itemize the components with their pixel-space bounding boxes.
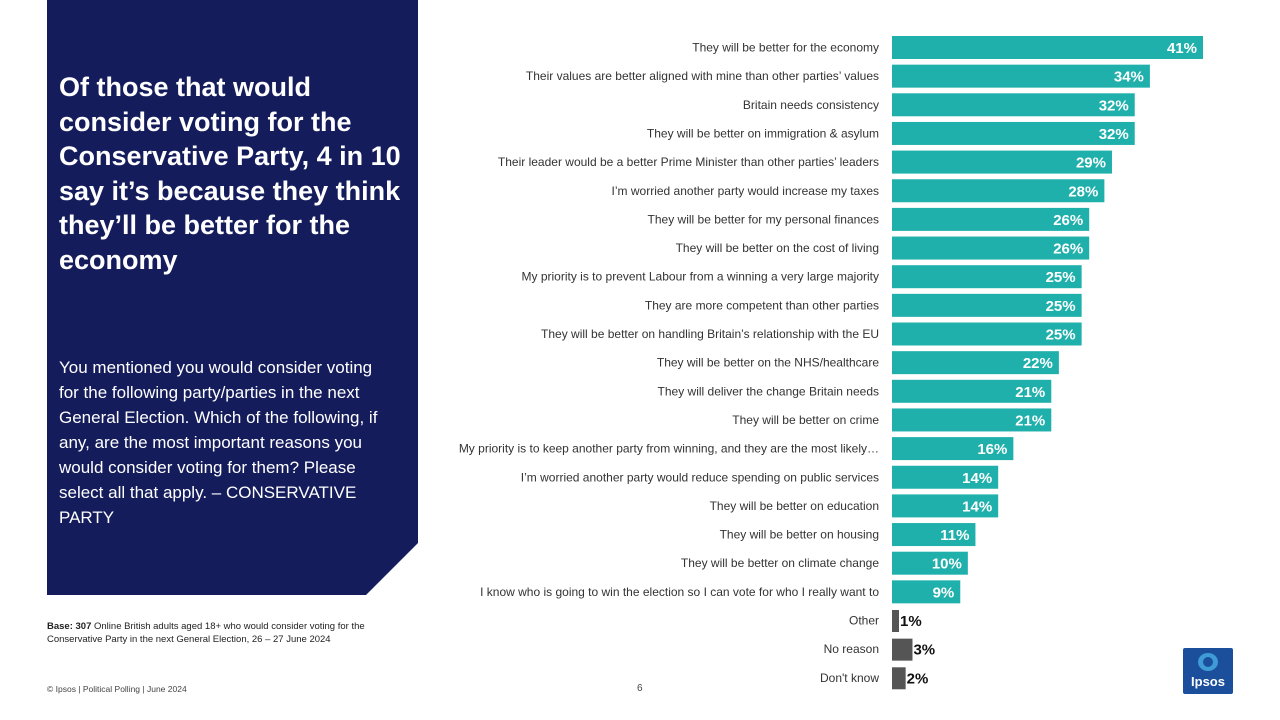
bar bbox=[892, 93, 1135, 117]
value-label: 21% bbox=[1015, 412, 1045, 429]
bar bbox=[892, 236, 1090, 260]
bar bbox=[892, 265, 1082, 289]
logo-mark-icon bbox=[1198, 653, 1218, 671]
survey-question: You mentioned you would consider voting … bbox=[59, 358, 378, 527]
value-label: 14% bbox=[962, 498, 992, 515]
value-label: 2% bbox=[907, 670, 929, 687]
bar bbox=[892, 580, 961, 604]
bar bbox=[892, 523, 976, 547]
bar bbox=[892, 322, 1082, 346]
bar bbox=[892, 494, 999, 518]
value-label: 26% bbox=[1053, 212, 1083, 229]
value-label: 25% bbox=[1046, 269, 1076, 286]
category-label: They will be better on crime bbox=[732, 413, 879, 427]
ipsos-logo: Ipsos bbox=[1183, 648, 1233, 694]
category-label: They will be better for my personal fina… bbox=[648, 212, 879, 226]
category-label: No reason bbox=[824, 642, 879, 656]
value-label: 1% bbox=[900, 613, 922, 630]
bar bbox=[892, 207, 1090, 231]
value-label: 22% bbox=[1023, 355, 1053, 372]
bar bbox=[892, 667, 906, 690]
category-label: They will be better on housing bbox=[720, 528, 879, 542]
category-label: Britain needs consistency bbox=[743, 98, 879, 112]
value-label: 28% bbox=[1068, 183, 1098, 200]
bar bbox=[892, 351, 1059, 375]
value-label: 11% bbox=[940, 527, 969, 544]
bar bbox=[892, 179, 1105, 203]
bar bbox=[892, 36, 1203, 59]
category-label: Don't know bbox=[820, 671, 879, 685]
bar bbox=[892, 465, 999, 489]
value-label: 16% bbox=[977, 441, 1007, 458]
value-label: 3% bbox=[913, 642, 935, 659]
bar bbox=[892, 610, 899, 632]
bar bbox=[892, 121, 1135, 145]
category-label: I know who is going to win the election … bbox=[480, 585, 879, 599]
base-text: Online British adults aged 18+ who would… bbox=[47, 621, 365, 645]
value-label: 25% bbox=[1046, 298, 1076, 315]
category-label: Other bbox=[849, 614, 879, 628]
base-label: Base: 307 bbox=[47, 621, 92, 632]
value-label: 34% bbox=[1114, 69, 1144, 86]
value-label: 10% bbox=[932, 556, 962, 573]
value-label: 14% bbox=[962, 470, 992, 487]
title-panel: Of those that would consider voting for … bbox=[47, 0, 418, 595]
category-label: I’m worried another party would reduce s… bbox=[521, 470, 879, 484]
category-label: They will be better on handling Britain’… bbox=[541, 327, 879, 341]
value-label: 29% bbox=[1076, 155, 1106, 172]
category-label: They will be better on the NHS/healthcar… bbox=[657, 356, 879, 370]
category-label: I’m worried another party would increase… bbox=[612, 184, 879, 198]
value-label: 32% bbox=[1099, 97, 1129, 114]
value-label: 26% bbox=[1053, 241, 1083, 258]
bar bbox=[892, 551, 968, 575]
bar bbox=[892, 64, 1150, 88]
value-label: 9% bbox=[933, 584, 955, 601]
category-label: They will be better for the economy bbox=[692, 41, 879, 55]
bar bbox=[892, 379, 1052, 403]
headline: Of those that would consider voting for … bbox=[59, 72, 401, 275]
page-number: 6 bbox=[637, 683, 643, 694]
bar bbox=[892, 150, 1112, 174]
value-label: 21% bbox=[1015, 384, 1045, 401]
base-note: Base: 307 Online British adults aged 18+… bbox=[47, 620, 387, 646]
value-label: 25% bbox=[1046, 327, 1076, 344]
category-label: Their leader would be a better Prime Min… bbox=[498, 155, 879, 169]
bar bbox=[892, 408, 1052, 432]
bar bbox=[892, 437, 1014, 461]
category-label: Their values are better aligned with min… bbox=[526, 69, 879, 83]
value-label: 41% bbox=[1167, 40, 1197, 57]
category-label: They will be better on education bbox=[710, 499, 879, 513]
category-label: They are more competent than other parti… bbox=[645, 298, 879, 312]
value-label: 32% bbox=[1099, 126, 1129, 143]
category-label: They will be better on the cost of livin… bbox=[676, 241, 879, 255]
category-label: My priority is to prevent Labour from a … bbox=[522, 270, 879, 284]
footer-copyright: © Ipsos | Political Polling | June 2024 bbox=[47, 684, 187, 694]
bar bbox=[892, 293, 1082, 317]
bar bbox=[892, 638, 913, 661]
category-label: They will be better on immigration & asy… bbox=[647, 126, 879, 140]
category-label: They will be better on climate change bbox=[681, 556, 879, 570]
logo-text: Ipsos bbox=[1191, 674, 1225, 689]
category-label: My priority is to keep another party fro… bbox=[459, 442, 879, 456]
category-label: They will deliver the change Britain nee… bbox=[658, 384, 879, 398]
